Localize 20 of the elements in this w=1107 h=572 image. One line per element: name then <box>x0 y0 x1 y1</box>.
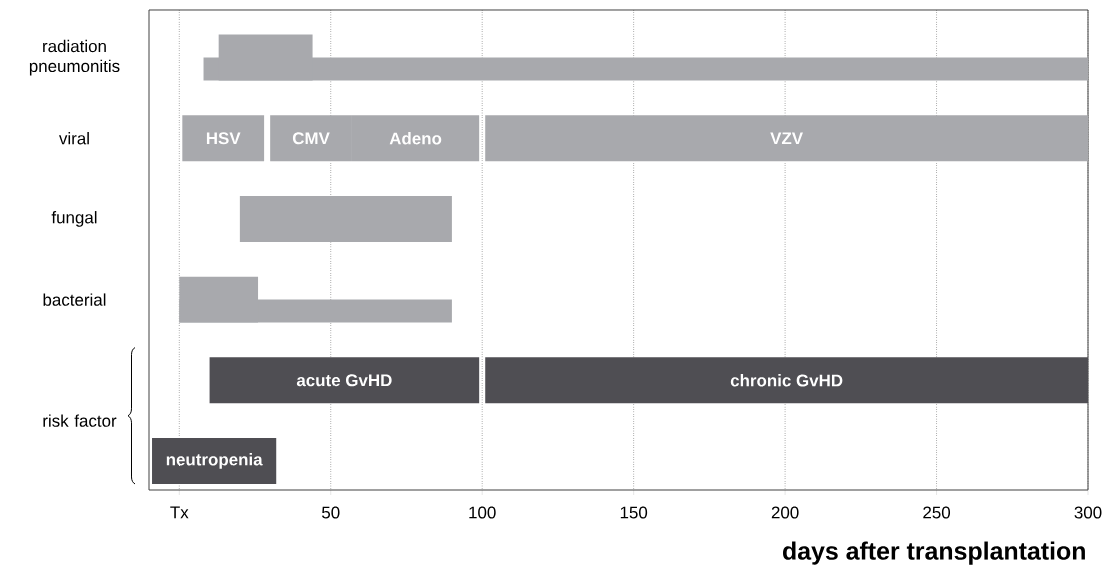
x-tick-label: 50 <box>322 506 340 519</box>
x-tick-label: 100 <box>469 506 496 519</box>
y-tick-label: bacterial <box>43 293 106 306</box>
data-label: CMV <box>292 132 330 145</box>
data-label: VZV <box>770 132 803 145</box>
data-label: HSV <box>206 132 241 145</box>
data-label: acute GvHD <box>296 374 392 387</box>
data-label: neutropenia <box>166 453 263 469</box>
x-axis-title: days after transplantation <box>783 541 1085 565</box>
x-tick-label: 300 <box>1074 506 1102 519</box>
x-tick-label: 250 <box>923 506 951 519</box>
y-tick-label: fungal <box>51 211 97 227</box>
y-tick-label: viral <box>59 132 89 145</box>
x-tick-label: Tx <box>170 506 189 519</box>
text: risk factor <box>43 414 117 427</box>
x-tick-label: 150 <box>620 506 648 519</box>
data-label: chronic GvHD <box>730 374 843 387</box>
y-tick-label: radiation pneumonitis <box>29 39 120 76</box>
data-label: Adeno <box>389 132 442 145</box>
x-tick-label: 200 <box>771 506 799 519</box>
